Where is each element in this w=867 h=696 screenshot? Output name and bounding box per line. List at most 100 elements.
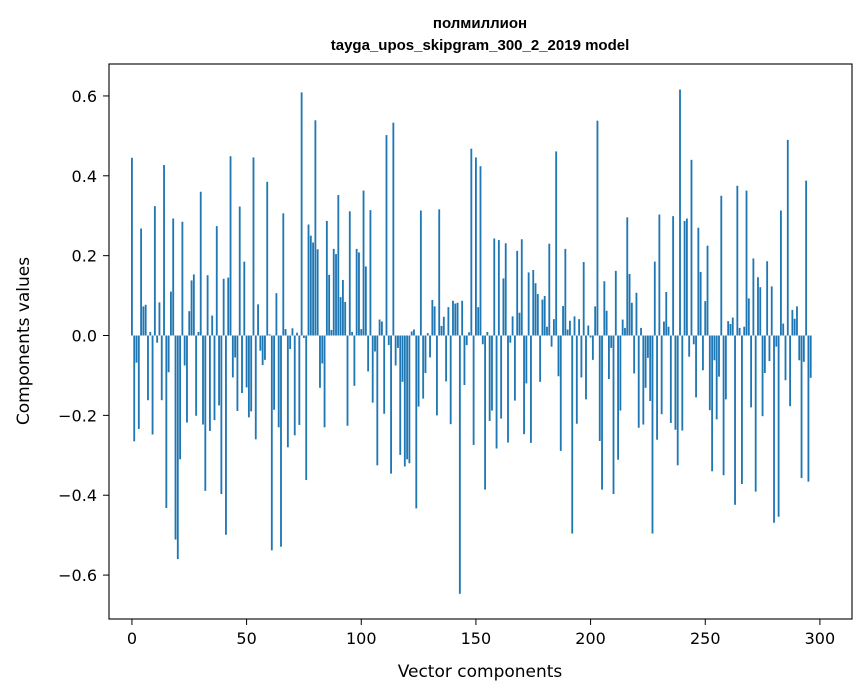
bar-251 [706, 245, 709, 336]
y-tick-label-3: 0.0 [72, 327, 97, 346]
bar-65 [280, 335, 282, 547]
bar-250 [704, 301, 707, 336]
bar-278 [768, 335, 771, 362]
bar-68 [286, 335, 289, 448]
bar-125 [417, 335, 420, 407]
bar-259 [724, 335, 727, 400]
bar-268 [745, 190, 748, 336]
bar-200 [589, 335, 592, 338]
bar-227 [651, 335, 654, 534]
bar-198 [585, 335, 587, 400]
x-tick-label-1: 50 [236, 629, 256, 648]
bar-115 [394, 335, 397, 366]
bar-154 [484, 335, 486, 490]
bar-71 [293, 335, 296, 436]
chart-title: полмиллион [433, 15, 527, 32]
y-tick-label-4: 0.2 [72, 247, 97, 266]
bar-247 [697, 227, 700, 336]
bar-23 [183, 335, 186, 366]
bar-269 [747, 298, 750, 336]
bar-57 [261, 335, 264, 366]
bar-33 [206, 275, 209, 336]
bar-4 [140, 228, 143, 336]
bar-91 [339, 297, 342, 336]
bar-60 [268, 334, 271, 336]
x-tick-label-2: 100 [346, 629, 377, 648]
bar-221 [637, 335, 640, 428]
bar-249 [702, 335, 704, 371]
bar-1 [133, 335, 136, 442]
bar-169 [518, 312, 521, 336]
bar-214 [621, 319, 624, 336]
bar-217 [628, 274, 631, 336]
bar-138 [447, 307, 450, 336]
bar-43 [229, 156, 232, 336]
bar-239 [679, 89, 681, 336]
bar-183 [550, 335, 553, 347]
bar-191 [569, 320, 571, 336]
bar-14 [163, 165, 165, 336]
bar-290 [796, 306, 798, 336]
bar-266 [741, 335, 743, 485]
bar-292 [800, 335, 803, 479]
bar-113 [390, 335, 392, 474]
bar-263 [734, 335, 736, 505]
bar-77 [307, 224, 310, 336]
bar-133 [436, 335, 438, 416]
bar-216 [626, 217, 629, 336]
bar-209 [610, 335, 613, 348]
bar-121 [408, 335, 411, 464]
bar-257 [720, 195, 723, 336]
bar-107 [376, 335, 379, 466]
bar-93 [344, 301, 347, 336]
bar-21 [179, 335, 181, 460]
bar-7 [147, 335, 149, 401]
bar-173 [527, 272, 530, 336]
bar-171 [523, 335, 525, 435]
plot-frame [108, 63, 853, 620]
bar-144 [461, 300, 464, 336]
bar-13 [160, 335, 163, 401]
bar-193 [573, 316, 576, 336]
bar-293 [802, 335, 805, 362]
bar-215 [624, 327, 626, 336]
y-tick-label-5: 0.4 [72, 167, 97, 186]
bar-150 [475, 157, 477, 336]
bar-208 [608, 335, 610, 380]
bar-38 [218, 335, 220, 406]
bar-164 [507, 335, 509, 443]
bar-235 [669, 335, 672, 423]
bar-262 [731, 317, 734, 336]
bar-285 [784, 335, 787, 381]
bar-286 [786, 139, 789, 336]
bar-180 [543, 295, 546, 336]
bar-197 [582, 262, 585, 336]
bar-161 [500, 335, 503, 419]
bar-168 [516, 250, 519, 336]
chart-subtitle: tayga_upos_skipgram_300_2_2019 model [331, 37, 630, 54]
bar-243 [688, 335, 691, 357]
bar-295 [807, 335, 810, 482]
bar-10 [153, 206, 156, 336]
bar-272 [754, 335, 757, 492]
bar-19 [174, 335, 177, 540]
bar-136 [442, 316, 445, 336]
bar-112 [387, 335, 390, 346]
bar-226 [649, 335, 652, 401]
bar-178 [539, 335, 542, 382]
bar-192 [571, 335, 574, 534]
bar-11 [156, 335, 159, 343]
bar-39 [220, 335, 223, 495]
bar-274 [759, 287, 762, 336]
bar-108 [378, 319, 381, 336]
bar-70 [291, 328, 294, 336]
bar-220 [635, 292, 638, 336]
bar-294 [805, 180, 808, 336]
bar-34 [208, 335, 211, 431]
bar-126 [419, 210, 422, 336]
bar-120 [406, 335, 409, 460]
bar-105 [371, 335, 374, 403]
bar-157 [491, 335, 493, 411]
bar-100 [360, 329, 363, 336]
y-tick-label-0: −0.6 [58, 566, 97, 585]
